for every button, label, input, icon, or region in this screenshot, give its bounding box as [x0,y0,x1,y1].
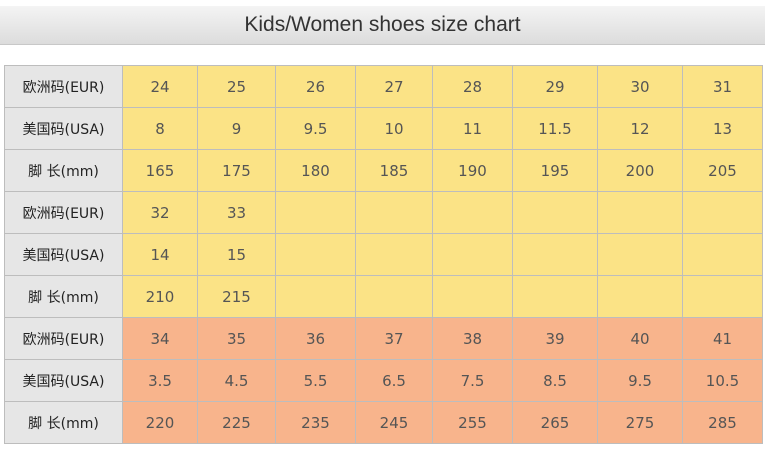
table-row: 美国码(USA) 8 9 9.5 10 11 11.5 12 13 [4,107,763,150]
table-row: 欧洲码(EUR) 24 25 26 27 28 29 30 31 [4,65,763,108]
size-cell: 7.5 [432,359,513,402]
size-cell: 24 [122,65,198,108]
table-row: 脚 长(mm) 210 215 [4,275,763,318]
size-cell [432,233,513,276]
size-cell [355,275,433,318]
size-cell: 11.5 [512,107,598,150]
size-cell: 9.5 [597,359,683,402]
table-row: 脚 长(mm) 165 175 180 185 190 195 200 205 [4,149,763,192]
size-cell: 245 [355,401,433,444]
size-cell [682,191,763,234]
size-cell: 32 [122,191,198,234]
size-cell [682,275,763,318]
size-cell: 8 [122,107,198,150]
size-cell [275,233,356,276]
size-cell: 29 [512,65,598,108]
size-cell: 185 [355,149,433,192]
size-cell: 13 [682,107,763,150]
size-cell: 8.5 [512,359,598,402]
size-cell: 27 [355,65,433,108]
size-cell: 255 [432,401,513,444]
row-label: 欧洲码(EUR) [4,191,123,234]
row-label: 美国码(USA) [4,233,123,276]
size-cell: 10.5 [682,359,763,402]
size-cell: 33 [197,191,276,234]
size-cell: 14 [122,233,198,276]
row-label: 脚 长(mm) [4,149,123,192]
row-label: 欧洲码(EUR) [4,65,123,108]
row-label: 脚 长(mm) [4,275,123,318]
size-cell: 9.5 [275,107,356,150]
size-cell: 39 [512,317,598,360]
size-cell: 30 [597,65,683,108]
size-cell [597,275,683,318]
size-cell [682,233,763,276]
table-row: 美国码(USA) 14 15 [4,233,763,276]
size-cell: 220 [122,401,198,444]
table-row: 欧洲码(EUR) 34 35 36 37 38 39 40 41 [4,317,763,360]
size-cell [512,191,598,234]
size-cell: 200 [597,149,683,192]
size-cell: 180 [275,149,356,192]
size-cell [355,191,433,234]
size-cell: 9 [197,107,276,150]
size-cell: 6.5 [355,359,433,402]
size-cell [597,233,683,276]
table-row: 欧洲码(EUR) 32 33 [4,191,763,234]
row-label: 脚 长(mm) [4,401,123,444]
size-table: 欧洲码(EUR) 24 25 26 27 28 29 30 31 美国码(USA) 8 9 9.5 10 1… [4,65,763,444]
size-cell: 40 [597,317,683,360]
size-cell: 11 [432,107,513,150]
size-cell: 12 [597,107,683,150]
table-row: 美国码(USA) 3.5 4.5 5.5 6.5 7.5 8.5 9.5 10.5 [4,359,763,402]
size-cell [432,275,513,318]
size-cell: 34 [122,317,198,360]
size-cell: 210 [122,275,198,318]
size-cell [275,275,356,318]
size-cell [512,233,598,276]
size-cell [512,275,598,318]
row-label: 欧洲码(EUR) [4,317,123,360]
size-cell: 235 [275,401,356,444]
size-cell: 165 [122,149,198,192]
size-cell: 10 [355,107,433,150]
size-cell: 38 [432,317,513,360]
size-cell: 26 [275,65,356,108]
size-cell: 225 [197,401,276,444]
size-cell: 5.5 [275,359,356,402]
size-cell: 3.5 [122,359,198,402]
size-cell [597,191,683,234]
size-cell: 4.5 [197,359,276,402]
size-cell: 25 [197,65,276,108]
title-bar: Kids/Women shoes size chart [0,6,765,45]
size-cell: 37 [355,317,433,360]
size-cell: 41 [682,317,763,360]
size-cell: 36 [275,317,356,360]
size-cell [355,233,433,276]
size-cell: 275 [597,401,683,444]
title: Kids/Women shoes size chart [244,13,521,36]
size-cell: 215 [197,275,276,318]
size-cell: 265 [512,401,598,444]
size-cell: 175 [197,149,276,192]
size-cell: 190 [432,149,513,192]
row-label: 美国码(USA) [4,359,123,402]
table-row: 脚 长(mm) 220 225 235 245 255 265 275 285 [4,401,763,444]
size-cell: 31 [682,65,763,108]
size-cell: 285 [682,401,763,444]
size-cell [275,191,356,234]
size-cell: 205 [682,149,763,192]
size-cell: 195 [512,149,598,192]
size-cell: 28 [432,65,513,108]
size-cell: 15 [197,233,276,276]
size-cell: 35 [197,317,276,360]
size-cell [432,191,513,234]
row-label: 美国码(USA) [4,107,123,150]
